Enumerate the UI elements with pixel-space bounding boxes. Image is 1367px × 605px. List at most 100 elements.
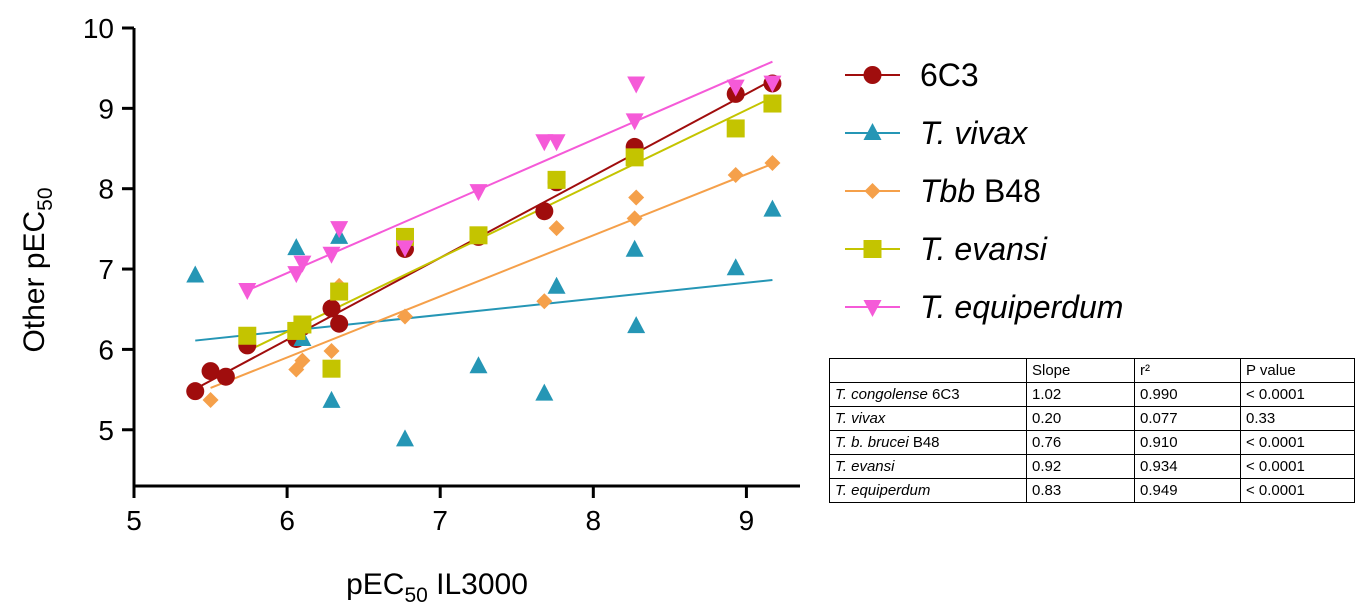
data-point (216, 367, 235, 386)
data-point (238, 326, 257, 345)
table-cell-slope: 0.83 (1026, 478, 1135, 503)
legend-label: Tbb B48 (920, 173, 1041, 209)
legend-label: T. evansi (920, 231, 1048, 267)
y-tick-label: 6 (98, 334, 114, 365)
table-header-cell: P value (1240, 358, 1355, 383)
legend-marker (863, 240, 882, 258)
data-point (547, 134, 566, 152)
data-point (396, 308, 413, 325)
table-cell-species: T. equiperdum (829, 478, 1027, 503)
data-point (202, 392, 219, 409)
table-cell-r2: 0.910 (1134, 430, 1241, 455)
table-row: T. evansi 0.92 0.934 < 0.0001 (829, 454, 1355, 479)
data-point (323, 343, 340, 360)
data-point (726, 258, 745, 276)
table-header-cell (829, 358, 1027, 383)
table-cell-p: < 0.0001 (1240, 478, 1355, 503)
data-point (547, 276, 566, 294)
data-point (764, 154, 781, 171)
x-tick-label: 9 (739, 505, 755, 536)
legend-marker (863, 123, 882, 140)
regression-line (195, 278, 773, 342)
data-point (322, 390, 341, 408)
data-point (547, 170, 566, 189)
data-point (469, 184, 488, 202)
y-tick-label: 7 (98, 254, 114, 285)
table-cell-r2: 0.990 (1134, 382, 1241, 407)
data-point (625, 239, 644, 257)
data-point (238, 282, 257, 300)
data-point (469, 226, 488, 245)
legend-marker (864, 183, 881, 199)
table-cell-r2: 0.949 (1134, 478, 1241, 503)
table-row: T. equiperdum 0.83 0.949 < 0.0001 (829, 478, 1355, 503)
regression-line (210, 162, 773, 389)
y-tick-label: 8 (98, 174, 114, 205)
data-point (726, 79, 745, 97)
data-point (469, 356, 488, 374)
table-row: T. congolense 6C3 1.02 0.990 < 0.0001 (829, 382, 1355, 407)
table-header-cell: Slope (1026, 358, 1135, 383)
x-axis-title: pEC50 IL3000 (346, 568, 528, 605)
data-point (322, 299, 341, 318)
data-point (294, 352, 311, 369)
table-cell-slope: 0.92 (1026, 454, 1135, 479)
x-tick-label: 5 (126, 505, 142, 536)
data-point (287, 266, 306, 284)
data-point (536, 293, 553, 310)
table-cell-slope: 0.20 (1026, 406, 1135, 431)
table-cell-p: < 0.0001 (1240, 430, 1355, 455)
data-point (535, 134, 554, 152)
table-header-cell: r² (1134, 358, 1241, 383)
table-cell-slope: 1.02 (1026, 382, 1135, 407)
data-point (201, 362, 220, 381)
data-point (322, 359, 341, 378)
data-point (293, 255, 312, 273)
table-row: T. vivax 0.20 0.077 0.33 (829, 406, 1355, 431)
data-point (330, 282, 349, 301)
data-point (626, 210, 643, 227)
table-cell-species: T. congolense 6C3 (829, 382, 1027, 407)
data-point (330, 314, 349, 333)
x-tick-label: 8 (586, 505, 602, 536)
data-point (322, 246, 341, 264)
table-cell-p: < 0.0001 (1240, 454, 1355, 479)
table-cell-species: T. b. brucei B48 (829, 430, 1027, 455)
table-cell-r2: 0.934 (1134, 454, 1241, 479)
data-point (627, 76, 646, 94)
data-point (330, 221, 349, 239)
data-point (763, 75, 782, 93)
table-header-row: Slope r² P value (829, 358, 1355, 383)
table-cell-species: T. vivax (829, 406, 1027, 431)
data-point (287, 238, 306, 256)
data-point (293, 315, 312, 334)
data-point (627, 316, 646, 334)
y-tick-label: 9 (98, 93, 114, 124)
y-tick-label: 10 (83, 13, 114, 44)
data-markers (186, 74, 782, 447)
table-row: T. b. brucei B48 0.76 0.910 < 0.0001 (829, 430, 1355, 455)
data-point (186, 265, 205, 283)
axes: 5 6 7 8 9 5 6 7 8 9 10 (83, 13, 800, 536)
data-point (535, 383, 554, 401)
table-cell-p: 0.33 (1240, 406, 1355, 431)
regression-line (246, 60, 773, 292)
data-point (727, 167, 744, 184)
data-point (628, 189, 645, 206)
table-cell-p: < 0.0001 (1240, 382, 1355, 407)
legend-label: T. equiperdum (920, 289, 1123, 325)
data-point (625, 148, 644, 167)
legend-label: 6C3 (920, 57, 979, 93)
data-point (763, 94, 782, 113)
data-point (395, 240, 414, 258)
y-tick-label: 5 (98, 415, 114, 446)
data-point (726, 119, 745, 138)
data-point (548, 220, 565, 237)
y-axis-title: Other pEC50 (18, 187, 57, 352)
table-cell-slope: 0.76 (1026, 430, 1135, 455)
table-cell-r2: 0.077 (1134, 406, 1241, 431)
data-point (625, 113, 644, 131)
legend-label: T. vivax (920, 115, 1028, 151)
data-point (535, 202, 554, 221)
